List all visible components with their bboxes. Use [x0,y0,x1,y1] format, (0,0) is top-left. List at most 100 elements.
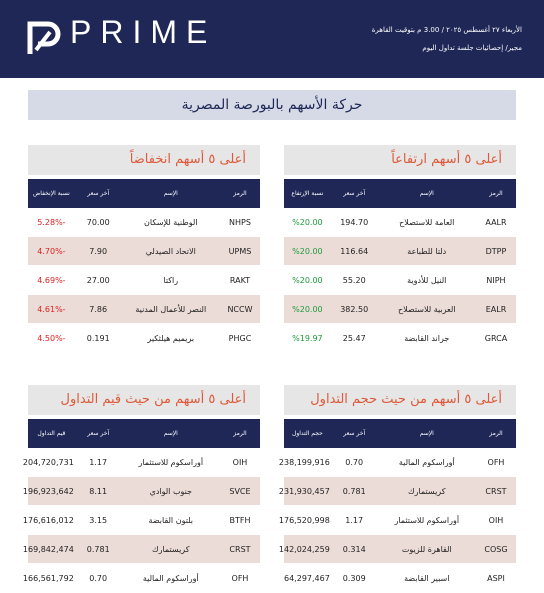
table-cell: OIH [475,505,516,535]
table-cell: 27.00 [74,265,122,295]
column-header: آخر سعر [74,179,122,208]
table-row: OIH أوراسكوم للاستثمار 1.17 204,720,731 [23,448,260,477]
column-header: الرمز [475,179,516,208]
table-panel: أعلى ٥ أسهم من حيث قيم التداول الرمز الإسم… [23,385,260,593]
table-cell: -4.50% [28,323,75,353]
subtitle-line: مجير/ إحصائيات جلسة تداول اليوم [422,44,522,52]
table-cell: الاتحاد الصيدلي [121,236,220,266]
table-cell: RAKT [219,265,260,295]
panel-title: أعلى ٥ أسهم انخفاضاً [28,145,260,175]
column-header: آخر سعر [330,179,378,208]
table-cell: COSG [475,534,516,564]
column-header: آخر سعر [74,419,122,448]
table-cell: BTFH [219,505,260,535]
table-cell: CRST [219,534,260,564]
stock-table: الرمز الإسم آخر سعر حجم التداول OFH أوراسكوم … [279,419,516,593]
header-row: الرمز الإسم آخر سعر قيم التداول [28,419,260,448]
table-cell: النصر للأعمال المدنية [121,294,220,324]
table-row: OFH أوراسكوم المالية 0.70 238,199,916 [279,448,516,477]
table-cell: أوراسكوم المالية [121,563,220,593]
table-cell: 1.17 [330,505,378,535]
table-row: NCCW النصر للأعمال المدنية 7.86 -4.61% [28,294,260,324]
table-row: GRCA جراند القابضة 25.47 %19.97 [284,323,516,353]
table-row: PHGC بريميم هيلثكير 0.191 -4.50% [28,323,260,353]
table-cell: بريميم هيلثكير [121,323,220,353]
table-cell: SVCE [219,476,260,506]
table-panel: أعلى ٥ أسهم انخفاضاً الرمز الإسم آخر سعر نسب… [28,145,260,353]
table-cell: 176,616,012 [23,505,75,535]
table-row: COSG القاهرة للزيوت 0.314 142,024,259 [279,534,516,564]
panel-title: أعلى ٥ أسهم من حيث حجم التداول [284,385,516,415]
logo-icon [27,21,61,54]
table-row: BTFH بلتون القابضة 3.15 176,616,012 [23,505,260,535]
table-cell: 55.20 [330,265,378,295]
table-row: RAKT راكتا 27.00 -4.69% [28,265,260,295]
table-cell: %19.97 [284,323,331,353]
table-row: NIPH النيل للأدوية 55.20 %20.00 [284,265,516,295]
table-cell: العامة للاستصلاح [377,208,476,237]
table-cell: -4.61% [28,294,75,324]
table-row: CRST كريستمارك 0.781 231,930,457 [279,476,516,506]
table-cell: 7.90 [74,236,122,266]
table-cell: 1.17 [74,448,122,477]
table-cell: الوطنية للإسكان [121,208,220,237]
table-row: SVCE جنوب الوادي 8.11 196,923,642 [23,476,260,506]
table-panel: أعلى ٥ أسهم من حيث حجم التداول الرمز الإسم… [279,385,516,593]
table-cell: دلتا للطباعة [377,236,476,266]
table-cell: كريستمارك [121,534,220,564]
table-cell: NHPS [219,208,260,237]
table-cell: 116.64 [330,236,378,266]
table-cell: 194.70 [330,208,378,237]
table-cell: OIH [219,448,260,477]
table-cell: OFH [219,563,260,593]
table-cell: أوراسكوم المالية [377,448,476,477]
table-cell: NCCW [219,294,260,324]
header-row: الرمز الإسم آخر سعر حجم التداول [284,419,516,448]
table-cell: راكتا [121,265,220,295]
column-header: آخر سعر [330,419,378,448]
table-panel: أعلى ٥ أسهم ارتفاعاً الرمز الإسم آخر سعر نسب… [284,145,516,353]
column-header: الرمز [475,419,516,448]
column-header: الإسم [121,419,220,448]
table-cell: EALR [475,294,516,324]
table-row: EALR العربية للاستصلاح 382.50 %20.00 [284,294,516,324]
column-header: حجم التداول [284,419,331,448]
date-line: الأربعاء ٢٧ أغسطس ٢٠٢٥ / 3.00 م بتوقيت ا… [371,26,522,34]
panel-title: أعلى ٥ أسهم من حيث قيم التداول [28,385,260,415]
table-cell: 25.47 [330,323,378,353]
table-cell: -5.28% [28,208,75,237]
table-row: OFH أوراسكوم المالية 0.70 166,561,792 [23,563,260,593]
table-cell: القاهرة للزيوت [377,534,476,564]
table-cell: 204,720,731 [23,448,75,477]
table-cell: 382.50 [330,294,378,324]
table-cell: 0.191 [74,323,122,353]
table-cell: 196,923,642 [23,476,75,506]
table-cell: 0.781 [74,534,122,564]
table-cell: %20.00 [284,265,331,295]
table-cell: -4.69% [28,265,75,295]
table-cell: اسبير القابضة [377,563,476,593]
table-cell: ASPI [475,563,516,593]
table-row: NHPS الوطنية للإسكان 70.00 -5.28% [28,208,260,237]
table-cell: %20.00 [284,208,331,237]
header: PRIME الأربعاء ٢٧ أغسطس ٢٠٢٥ / 3.00 م بت… [0,0,544,78]
table-cell: 0.70 [330,448,378,477]
table-cell: بلتون القابضة [121,505,220,535]
table-cell: AALR [475,208,516,237]
header-row: الرمز الإسم آخر سعر نسبة الإنخفاض [28,179,260,208]
table-cell: CRST [475,476,516,506]
table-cell: جنوب الوادي [121,476,220,506]
column-header: الإسم [377,419,476,448]
table-cell: GRCA [475,323,516,353]
column-header: الرمز [219,179,260,208]
table-cell: 8.11 [74,476,122,506]
table-row: UPMS الاتحاد الصيدلي 7.90 -4.70% [28,236,260,266]
table-cell: 142,024,259 [279,534,331,564]
table-cell: 70.00 [74,208,122,237]
table-row: CRST كريستمارك 0.781 169,842,474 [23,534,260,564]
table-row: DTPP دلتا للطباعة 116.64 %20.00 [284,236,516,266]
table-cell: 64,297,467 [284,563,331,593]
table-cell: 176,520,998 [279,505,331,535]
table-cell: 0.70 [74,563,122,593]
